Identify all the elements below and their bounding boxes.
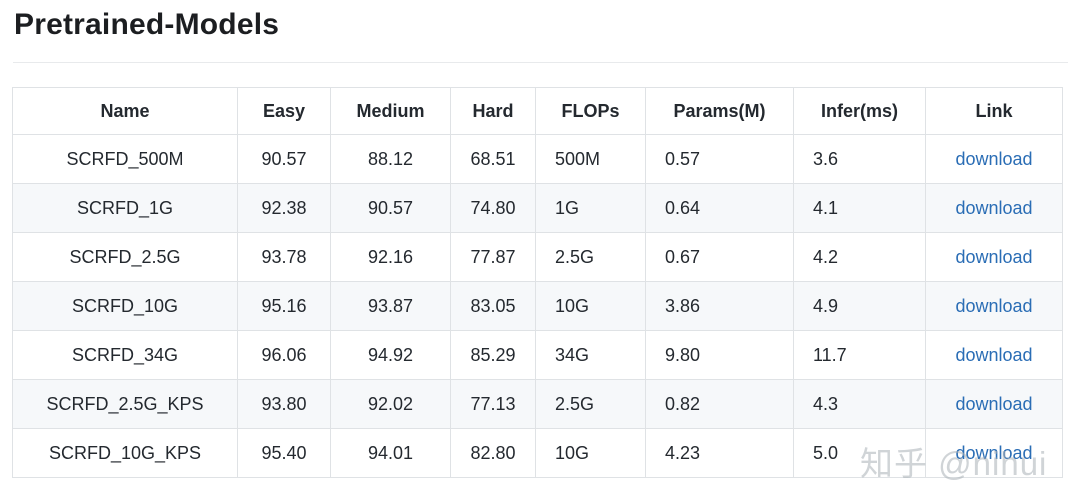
cell-params: 0.67 — [645, 232, 794, 282]
cell-medium: 92.16 — [330, 232, 451, 282]
download-link[interactable]: download — [955, 246, 1033, 267]
models-table-header-row: Name Easy Medium Hard FLOPs Params(M) Infer(ms… — [12, 87, 1063, 135]
cell-medium: 93.87 — [330, 281, 451, 331]
cell-infer: 4.1 — [793, 183, 926, 233]
page-title: Pretrained-Models — [14, 8, 280, 41]
cell-easy: 95.16 — [237, 281, 331, 331]
cell-flops: 1G — [535, 183, 646, 233]
download-link[interactable]: download — [955, 148, 1033, 169]
cell-hard: 68.51 — [450, 134, 536, 184]
cell-name: SCRFD_2.5G_KPS — [12, 379, 238, 429]
cell-name: SCRFD_10G — [12, 281, 238, 331]
cell-medium: 92.02 — [330, 379, 451, 429]
column-header-medium: Medium — [330, 87, 451, 135]
cell-medium: 88.12 — [330, 134, 451, 184]
cell-medium: 94.92 — [330, 330, 451, 380]
table-row: SCRFD_2.5G_KPS 93.80 92.02 77.13 2.5G 0.82 4.3… — [12, 379, 1063, 429]
cell-link: download — [925, 134, 1063, 184]
cell-link: download — [925, 183, 1063, 233]
models-table-body: SCRFD_500M 90.57 88.12 68.51 500M 0.57 3.6 down… — [12, 134, 1063, 478]
column-header-infer: Infer(ms) — [793, 87, 926, 135]
table-row: SCRFD_10G 95.16 93.87 83.05 10G 3.86 4.9 downlo… — [12, 281, 1063, 331]
cell-easy: 93.78 — [237, 232, 331, 282]
cell-hard: 77.13 — [450, 379, 536, 429]
column-header-flops: FLOPs — [535, 87, 646, 135]
column-header-name: Name — [12, 87, 238, 135]
download-link[interactable]: download — [955, 197, 1033, 218]
column-header-easy: Easy — [237, 87, 331, 135]
cell-flops: 10G — [535, 281, 646, 331]
table-row: SCRFD_1G 92.38 90.57 74.80 1G 0.64 4.1 download — [12, 183, 1063, 233]
cell-infer: 5.0 — [793, 428, 926, 478]
cell-easy: 92.38 — [237, 183, 331, 233]
cell-name: SCRFD_10G_KPS — [12, 428, 238, 478]
cell-easy: 93.80 — [237, 379, 331, 429]
cell-flops: 2.5G — [535, 232, 646, 282]
column-header-params: Params(M) — [645, 87, 794, 135]
cell-params: 9.80 — [645, 330, 794, 380]
download-link[interactable]: download — [955, 295, 1033, 316]
pretrained-models-table: Name Easy Medium Hard FLOPs Params(M) Infer(ms… — [12, 87, 1063, 478]
cell-name: SCRFD_34G — [12, 330, 238, 380]
cell-link: download — [925, 330, 1063, 380]
download-link[interactable]: download — [955, 393, 1033, 414]
cell-params: 0.57 — [645, 134, 794, 184]
download-link[interactable]: download — [955, 442, 1033, 463]
cell-link: download — [925, 232, 1063, 282]
cell-name: SCRFD_2.5G — [12, 232, 238, 282]
cell-hard: 77.87 — [450, 232, 536, 282]
cell-infer: 4.2 — [793, 232, 926, 282]
cell-flops: 34G — [535, 330, 646, 380]
cell-infer: 3.6 — [793, 134, 926, 184]
cell-flops: 10G — [535, 428, 646, 478]
cell-link: download — [925, 281, 1063, 331]
cell-infer: 11.7 — [793, 330, 926, 380]
cell-params: 3.86 — [645, 281, 794, 331]
download-link[interactable]: download — [955, 344, 1033, 365]
cell-name: SCRFD_500M — [12, 134, 238, 184]
cell-params: 0.64 — [645, 183, 794, 233]
cell-link: download — [925, 379, 1063, 429]
cell-name: SCRFD_1G — [12, 183, 238, 233]
table-row: SCRFD_2.5G 93.78 92.16 77.87 2.5G 0.67 4.2 down… — [12, 232, 1063, 282]
cell-hard: 85.29 — [450, 330, 536, 380]
cell-hard: 82.80 — [450, 428, 536, 478]
cell-medium: 90.57 — [330, 183, 451, 233]
title-divider — [13, 62, 1068, 63]
cell-easy: 95.40 — [237, 428, 331, 478]
table-row: SCRFD_10G_KPS 95.40 94.01 82.80 10G 4.23 5.0 do… — [12, 428, 1063, 478]
cell-link: download — [925, 428, 1063, 478]
column-header-hard: Hard — [450, 87, 536, 135]
column-header-link: Link — [925, 87, 1063, 135]
cell-infer: 4.3 — [793, 379, 926, 429]
cell-infer: 4.9 — [793, 281, 926, 331]
table-row: SCRFD_500M 90.57 88.12 68.51 500M 0.57 3.6 down… — [12, 134, 1063, 184]
table-row: SCRFD_34G 96.06 94.92 85.29 34G 9.80 11.7 downl… — [12, 330, 1063, 380]
cell-medium: 94.01 — [330, 428, 451, 478]
cell-easy: 90.57 — [237, 134, 331, 184]
cell-params: 4.23 — [645, 428, 794, 478]
cell-params: 0.82 — [645, 379, 794, 429]
cell-hard: 74.80 — [450, 183, 536, 233]
cell-flops: 500M — [535, 134, 646, 184]
cell-hard: 83.05 — [450, 281, 536, 331]
cell-flops: 2.5G — [535, 379, 646, 429]
cell-easy: 96.06 — [237, 330, 331, 380]
